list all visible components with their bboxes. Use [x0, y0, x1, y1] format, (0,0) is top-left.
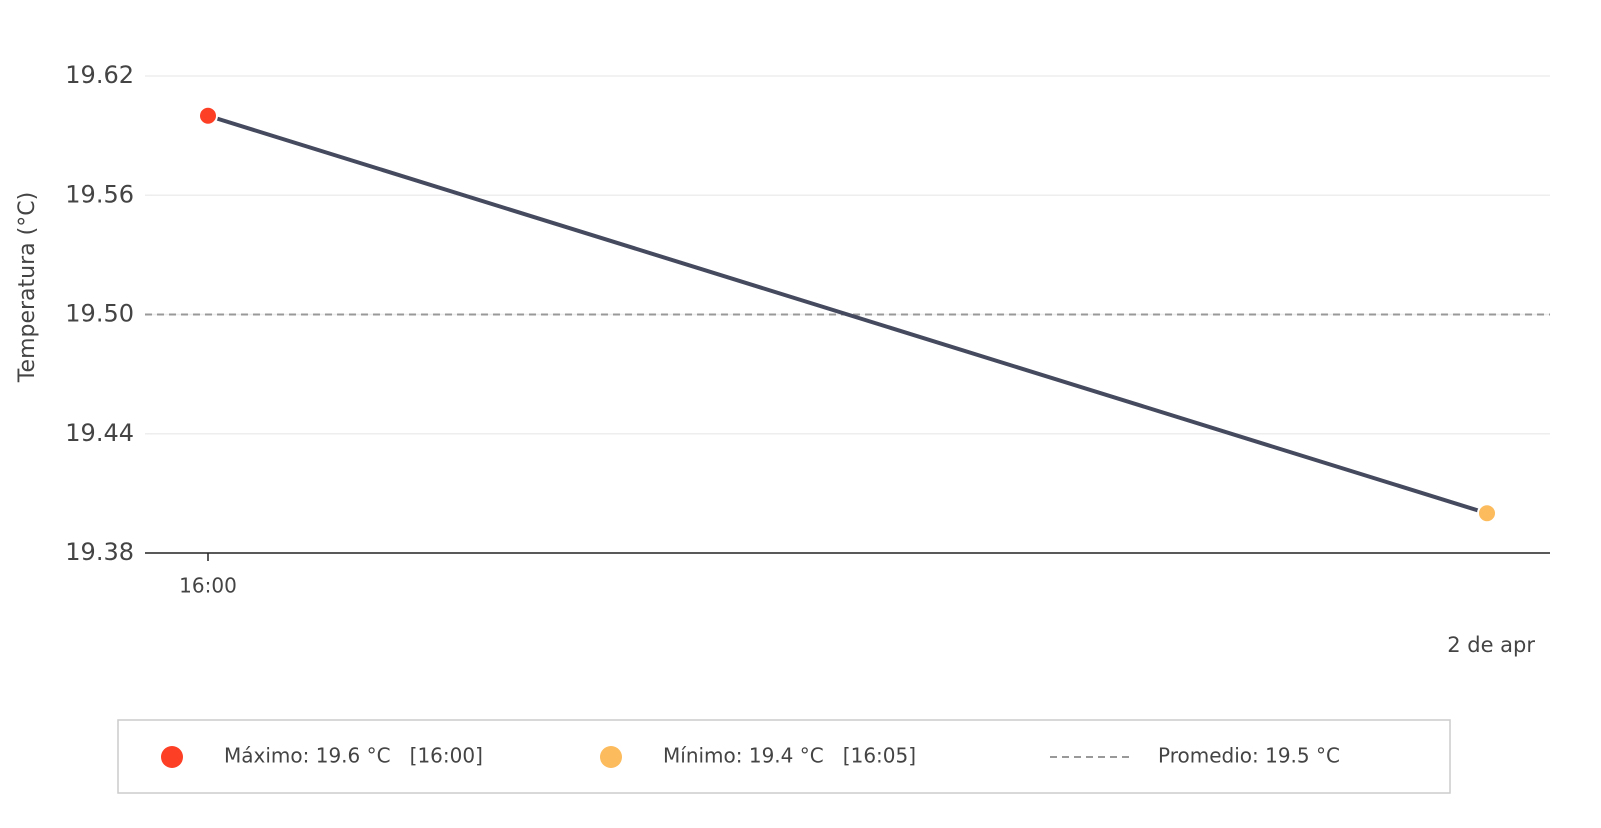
- legend-marker: [600, 746, 622, 768]
- date-label: 2 de apr: [1447, 633, 1535, 657]
- extreme-point: [1477, 503, 1497, 524]
- y-tick-label: 19.50: [65, 300, 134, 328]
- extreme-point: [198, 105, 218, 126]
- legend-label: Mínimo: 19.4 °C [16:05]: [663, 744, 916, 768]
- y-tick-label: 19.38: [65, 538, 134, 566]
- y-tick-label: 19.62: [65, 61, 134, 89]
- legend-label: Promedio: 19.5 °C: [1158, 744, 1340, 768]
- line: [207, 113, 1488, 516]
- y-tick-label: 19.56: [65, 180, 134, 208]
- x-tick-label: 16:00: [179, 574, 237, 598]
- legend-label: Máximo: 19.6 °C [16:00]: [224, 744, 483, 768]
- legend-box: [117, 719, 1451, 794]
- legend-marker: [161, 746, 183, 768]
- y-axis-label: Temperatura (°C): [15, 192, 40, 383]
- y-tick-label: 19.44: [65, 419, 134, 447]
